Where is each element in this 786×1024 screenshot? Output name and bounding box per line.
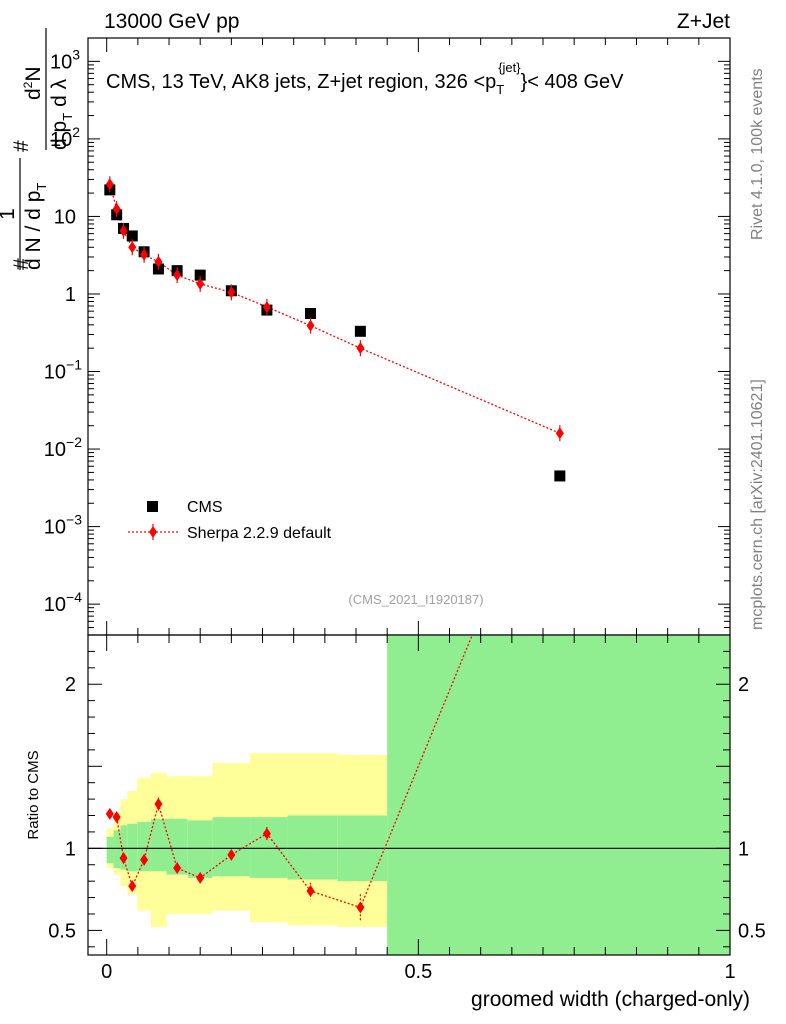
legend-sherpa-marker bbox=[149, 526, 157, 538]
stat-band-bin bbox=[120, 825, 128, 870]
ratio-uncertainty-bands bbox=[106, 635, 730, 955]
sherpa-point bbox=[119, 224, 128, 237]
stat-band-bin bbox=[166, 818, 188, 875]
main-y-axis-label: # 1 d N / d pT # d2N d pTd λ bbox=[0, 28, 75, 270]
cms-point bbox=[305, 307, 317, 319]
ylabel-denom: d pTd λ bbox=[48, 78, 75, 150]
sherpa-point bbox=[105, 178, 114, 191]
sherpa-point bbox=[356, 342, 365, 355]
chart-title: CMS, 13 TeV, AK8 jets, Z+jet region, 326… bbox=[106, 60, 624, 97]
chart-title-tail: }< 408 GeV bbox=[521, 71, 625, 93]
ratio-y-axis-label: Ratio to CMS bbox=[25, 750, 42, 839]
y-tick-label: 102 bbox=[50, 124, 80, 151]
ratio-y-tick-label-left: 2 bbox=[65, 674, 76, 696]
ratio-y-tick-label-right: 0.5 bbox=[738, 920, 766, 942]
stat-band-bin bbox=[387, 635, 730, 955]
cms-point bbox=[194, 269, 206, 281]
main-frame bbox=[87, 37, 731, 636]
legend-cms-marker bbox=[147, 501, 158, 512]
ratio-point bbox=[196, 871, 205, 884]
chart-title-main: CMS, 13 TeV, AK8 jets, Z+jet region, 326… bbox=[106, 71, 496, 93]
cms-point bbox=[354, 325, 366, 337]
ratio-point bbox=[128, 880, 137, 893]
legend-cms-label: CMS bbox=[187, 499, 223, 516]
chart-title-sub: T bbox=[496, 82, 504, 97]
cms-point bbox=[126, 230, 138, 242]
ratio-point bbox=[173, 862, 182, 875]
y-tick-label: 1 bbox=[65, 284, 76, 306]
main-series-lines bbox=[109, 184, 561, 434]
sherpa-point bbox=[555, 427, 564, 440]
ylabel-numer: d2N bbox=[21, 66, 45, 100]
stat-band-bin bbox=[287, 815, 338, 880]
sherpa-point bbox=[227, 286, 236, 299]
y-tick-label: 10 bbox=[54, 206, 76, 228]
stat-band-bin bbox=[187, 820, 213, 878]
ratio-y-tick-label-left: 1 bbox=[65, 838, 76, 860]
stat-band-bin bbox=[212, 817, 251, 877]
ratio-point bbox=[105, 807, 114, 820]
ratio-point bbox=[306, 885, 315, 897]
ratio-y-tick-label-right: 2 bbox=[738, 674, 749, 696]
sherpa-point bbox=[140, 248, 149, 261]
y-tick-label: 103 bbox=[50, 46, 80, 73]
ylabel-one: 1 bbox=[0, 208, 19, 220]
ratio-point bbox=[227, 848, 236, 861]
y-tick-label: 10−3 bbox=[44, 512, 82, 539]
header-right-label: Z+Jet bbox=[677, 10, 730, 33]
x-tick-label: 0 bbox=[101, 961, 112, 983]
ratio-y-tick-label-left: 0.5 bbox=[48, 920, 76, 942]
ratio-point bbox=[262, 827, 271, 840]
legend-sherpa-label: Sherpa 2.2.9 default bbox=[187, 525, 332, 542]
stat-band-bin bbox=[113, 830, 121, 869]
stat-band-bin bbox=[127, 823, 138, 872]
chart-title-sup: {jet} bbox=[498, 60, 521, 75]
stat-band-bin bbox=[106, 836, 114, 864]
ylabel-dn: d N / d pT bbox=[22, 183, 49, 270]
ylabel-hash1: # bbox=[10, 258, 33, 270]
mcplots-label: mcplots.cern.ch [arXiv:2401.10621] bbox=[749, 379, 766, 630]
ratio-point bbox=[356, 901, 365, 914]
stat-band-bin bbox=[150, 818, 167, 872]
ratio-y-tick-label-right: 1 bbox=[738, 838, 749, 860]
ratio-series-points bbox=[105, 797, 365, 921]
ratio-x-ticks: 0 0.5 1 bbox=[101, 635, 736, 983]
ratio-point bbox=[140, 853, 149, 866]
x-axis-label: groomed width (charged-only) bbox=[471, 988, 750, 1011]
sherpa-point bbox=[306, 319, 315, 332]
stat-band-bin bbox=[250, 817, 288, 878]
y-tick-label: 10−4 bbox=[44, 589, 82, 616]
y-tick-label: 10−2 bbox=[44, 434, 82, 461]
sherpa-point bbox=[128, 241, 137, 254]
sherpa-point bbox=[196, 277, 205, 290]
analysis-watermark: (CMS_2021_I1920187) bbox=[348, 592, 483, 607]
main-x-ticks bbox=[106, 38, 731, 635]
rivet-label: Rivet 4.1.0, 100k events bbox=[749, 68, 766, 240]
ratio-frame bbox=[87, 634, 731, 956]
sherpa-point bbox=[154, 255, 163, 268]
sherpa-line bbox=[109, 184, 561, 434]
sherpa-point bbox=[112, 202, 121, 215]
ratio-panel: 0.5 0.51 12 2 0 0.5 1 Ratio to CMS groomed wi… bbox=[25, 634, 766, 1011]
main-series-points bbox=[104, 176, 566, 482]
header-left-label: 13000 GeV pp bbox=[104, 10, 239, 33]
x-tick-label: 0.5 bbox=[404, 961, 432, 983]
ratio-point bbox=[112, 811, 121, 824]
y-tick-label: 10−1 bbox=[44, 357, 82, 384]
ratio-point bbox=[154, 798, 163, 811]
legend: CMS Sherpa 2.2.9 default bbox=[128, 499, 332, 542]
ylabel-hash2: # bbox=[10, 140, 33, 152]
ratio-y-ticks: 0.5 0.5 1 1 2 2 bbox=[48, 634, 766, 948]
x-tick-label: 1 bbox=[724, 961, 735, 983]
sherpa-point bbox=[262, 300, 271, 313]
ratio-point bbox=[119, 852, 128, 865]
cms-point bbox=[554, 470, 566, 482]
sherpa-point bbox=[173, 269, 182, 282]
